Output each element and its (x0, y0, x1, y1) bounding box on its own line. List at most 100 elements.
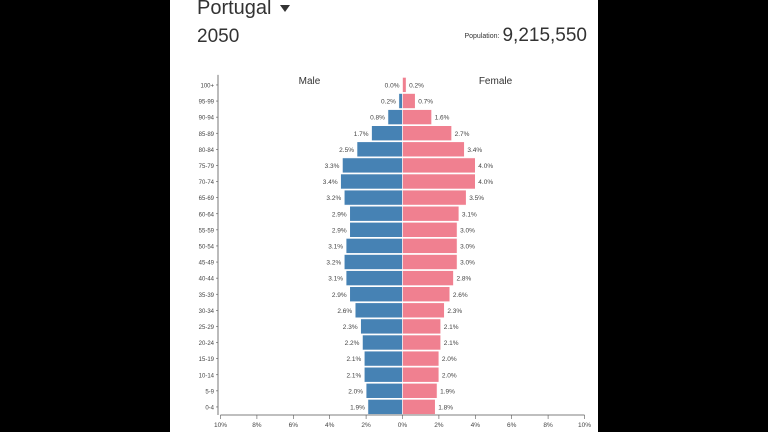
x-tick-label: 4% (471, 422, 481, 429)
x-tick-label: 6% (289, 422, 299, 429)
female-series-label: Female (479, 76, 513, 87)
male-value-label: 2.1% (346, 372, 361, 379)
age-group-label: 40-44 (199, 277, 215, 283)
female-bar-60-64 (402, 205, 460, 222)
caret-down-icon[interactable] (279, 5, 290, 13)
age-group-label: 70-74 (199, 180, 215, 186)
male-bar-65-69 (343, 189, 403, 206)
female-value-label: 0.7% (418, 99, 433, 106)
female-value-label: 2.6% (453, 292, 468, 299)
age-group-label: 35-39 (199, 293, 215, 299)
age-group-label: 5-9 (205, 389, 214, 395)
male-value-label: 3.2% (326, 195, 341, 202)
female-bar-15-19 (402, 350, 440, 367)
female-value-label: 3.0% (460, 243, 475, 250)
x-tick-label: 0% (398, 422, 408, 429)
year-label: 2050 (197, 26, 240, 47)
female-value-label: 3.0% (460, 260, 475, 267)
female-value-label: 2.1% (444, 324, 459, 331)
female-bar-70-74 (402, 173, 476, 190)
male-bar-90-94 (387, 109, 403, 125)
female-value-label: 2.1% (444, 340, 459, 347)
male-value-label: 2.2% (345, 340, 360, 347)
age-group-label: 75-79 (199, 164, 215, 170)
x-tick-label: 8% (543, 422, 553, 429)
female-bar-90-94 (402, 109, 432, 125)
female-bar-45-49 (402, 254, 458, 270)
male-value-label: 2.9% (332, 211, 347, 218)
age-group-label: 30-34 (199, 309, 215, 315)
age-group-label: 85-89 (199, 132, 215, 138)
male-bar-5-9 (365, 382, 403, 399)
female-value-label: 1.6% (435, 115, 450, 122)
female-bar-5-9 (402, 382, 438, 399)
x-tick-label: 6% (507, 422, 517, 429)
male-bar-95-99 (398, 93, 403, 109)
population-pyramid-panel: Portugal 2050 Population: 9,215,550 Male F… (170, 0, 598, 432)
population-value: 9,215,550 (502, 25, 587, 46)
female-value-label: 2.3% (447, 308, 462, 315)
age-group-label: 45-49 (199, 261, 215, 267)
male-bar-20-24 (362, 334, 403, 351)
male-bar-0-4 (367, 399, 403, 415)
age-group-label: 0-4 (205, 405, 214, 411)
male-bar-50-54 (345, 238, 403, 254)
male-value-label: 2.3% (343, 324, 358, 331)
x-tick-label: 2% (434, 422, 444, 429)
female-bar-35-39 (402, 286, 451, 303)
male-value-label: 2.9% (332, 227, 347, 234)
male-value-label: 2.0% (348, 388, 363, 395)
age-group-label: 60-64 (199, 212, 215, 218)
age-group-label: 10-14 (199, 373, 215, 379)
female-bar-10-14 (402, 366, 440, 383)
male-bar-10-14 (363, 366, 403, 383)
age-group-label: 50-54 (199, 244, 215, 250)
female-value-label: 2.0% (442, 372, 457, 379)
female-value-label: 2.8% (456, 276, 471, 283)
male-value-label: 2.6% (337, 308, 352, 315)
female-value-label: 2.0% (442, 356, 457, 363)
male-value-label: 3.3% (325, 163, 340, 170)
female-bar-0-4 (402, 399, 436, 415)
male-value-label: 3.2% (326, 260, 341, 267)
male-bar-25-29 (360, 318, 403, 335)
country-dropdown[interactable]: Portugal (197, 0, 290, 20)
female-value-label: 0.2% (409, 82, 424, 89)
male-series-label: Male (299, 76, 321, 87)
population-label: Population: (464, 32, 500, 40)
male-bar-35-39 (349, 286, 403, 303)
female-bar-65-69 (402, 189, 467, 206)
female-bar-30-34 (402, 302, 445, 319)
male-bar-70-74 (340, 173, 403, 190)
female-value-label: 3.1% (462, 211, 477, 218)
male-value-label: 0.0% (385, 82, 400, 89)
male-value-label: 1.7% (354, 131, 369, 138)
female-bar-55-59 (402, 222, 458, 238)
male-bar-85-89 (371, 125, 403, 141)
female-bar-75-79 (402, 157, 476, 174)
female-value-label: 3.5% (469, 195, 484, 202)
x-tick-label: 8% (252, 422, 262, 429)
age-group-label: 100+ (200, 83, 214, 89)
population-pyramid-chart: Male Female 1.9% 1.8% 0-4 2.0% 1.9% 5-9 2.1% 2.0%… (199, 74, 591, 429)
female-bar-25-29 (402, 318, 442, 335)
population-total: Population: 9,215,550 (464, 25, 587, 47)
male-value-label: 0.8% (370, 115, 385, 122)
male-value-label: 2.9% (332, 292, 347, 299)
age-group-label: 95-99 (199, 100, 215, 106)
female-value-label: 1.9% (440, 388, 455, 395)
female-bar-95-99 (402, 93, 416, 109)
age-group-label: 55-59 (199, 228, 215, 234)
female-bar-40-44 (402, 270, 454, 286)
age-group-label: 25-29 (199, 325, 215, 331)
male-bar-45-49 (343, 254, 403, 270)
x-tick-label: 10% (578, 422, 591, 429)
male-value-label: 3.1% (328, 243, 343, 250)
country-name[interactable]: Portugal (197, 0, 272, 19)
female-bar-50-54 (402, 238, 458, 254)
female-value-label: 4.0% (478, 163, 493, 170)
male-bar-15-19 (363, 350, 403, 367)
male-value-label: 1.9% (350, 404, 365, 411)
male-bar-75-79 (342, 157, 403, 174)
female-bar-20-24 (402, 334, 442, 351)
